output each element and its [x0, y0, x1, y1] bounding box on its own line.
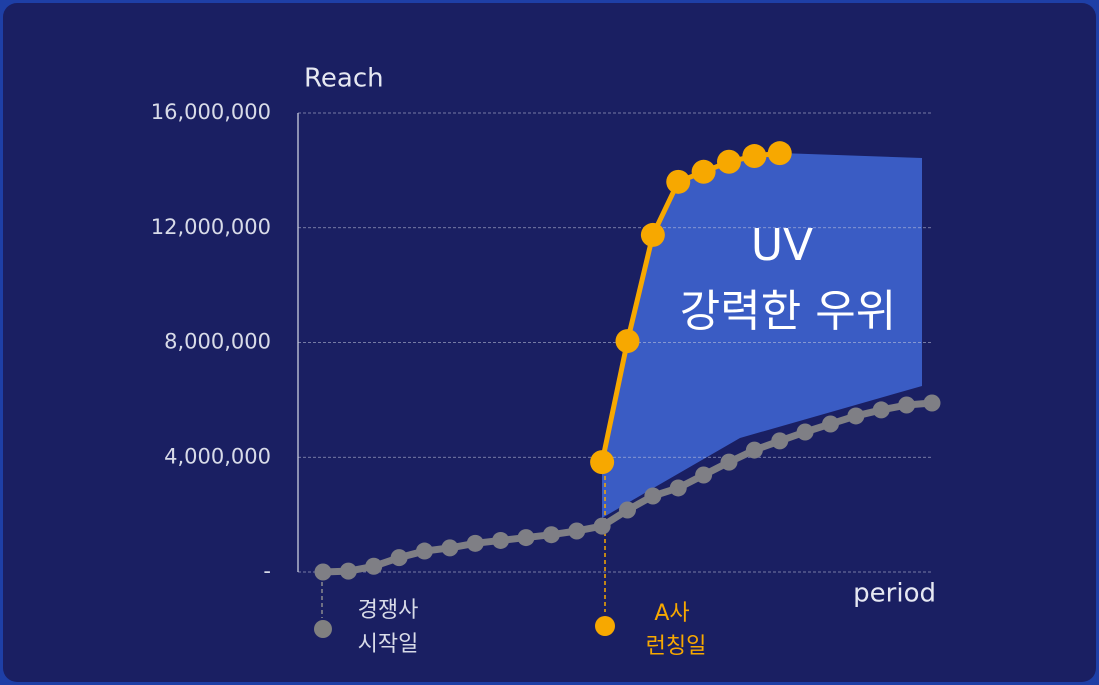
point: [717, 149, 741, 174]
point: [416, 542, 433, 560]
point: [593, 517, 611, 535]
point: [314, 563, 332, 581]
point: [517, 529, 535, 547]
point: [923, 394, 941, 412]
point: [767, 141, 792, 166]
point: [390, 549, 408, 567]
point: [644, 487, 662, 505]
point: [691, 159, 716, 184]
point: [492, 531, 510, 549]
point: [640, 222, 665, 247]
y-tick-label: 4,000,000: [164, 444, 271, 468]
point: [898, 396, 916, 414]
y-tick-label: 8,000,000: [164, 330, 271, 354]
point: [615, 329, 640, 354]
y-tick-label: 12,000,000: [151, 215, 271, 239]
point: [466, 534, 484, 552]
marker-label: 런칭일: [646, 634, 707, 659]
point: [339, 562, 357, 580]
point: [441, 539, 459, 557]
point: [619, 501, 636, 519]
annotation: UV: [751, 220, 813, 271]
point: [542, 526, 560, 544]
point: [666, 169, 691, 194]
point: [771, 432, 789, 450]
point: [796, 423, 814, 441]
point: [822, 415, 839, 433]
gap-area: [602, 153, 922, 518]
y-tick-label: 16,000,000: [151, 100, 271, 124]
point: [847, 407, 865, 425]
point: [365, 557, 383, 575]
marker-dot: [314, 620, 332, 638]
marker-label: 경쟁사: [358, 598, 419, 623]
point: [745, 441, 763, 459]
point: [872, 401, 890, 419]
point: [742, 144, 767, 169]
point: [568, 522, 586, 540]
marker-dot: [595, 616, 615, 636]
marker-label: A사: [654, 601, 689, 626]
y-axis-label: Reach: [304, 64, 384, 94]
marker-label: 시작일: [358, 632, 419, 657]
x-axis-label: period: [853, 579, 936, 609]
point: [669, 479, 687, 497]
annotation: 강력한 우위: [680, 286, 896, 337]
y-tick-label: -: [263, 559, 271, 583]
point: [695, 466, 713, 484]
point: [720, 453, 738, 471]
point: [590, 450, 615, 475]
